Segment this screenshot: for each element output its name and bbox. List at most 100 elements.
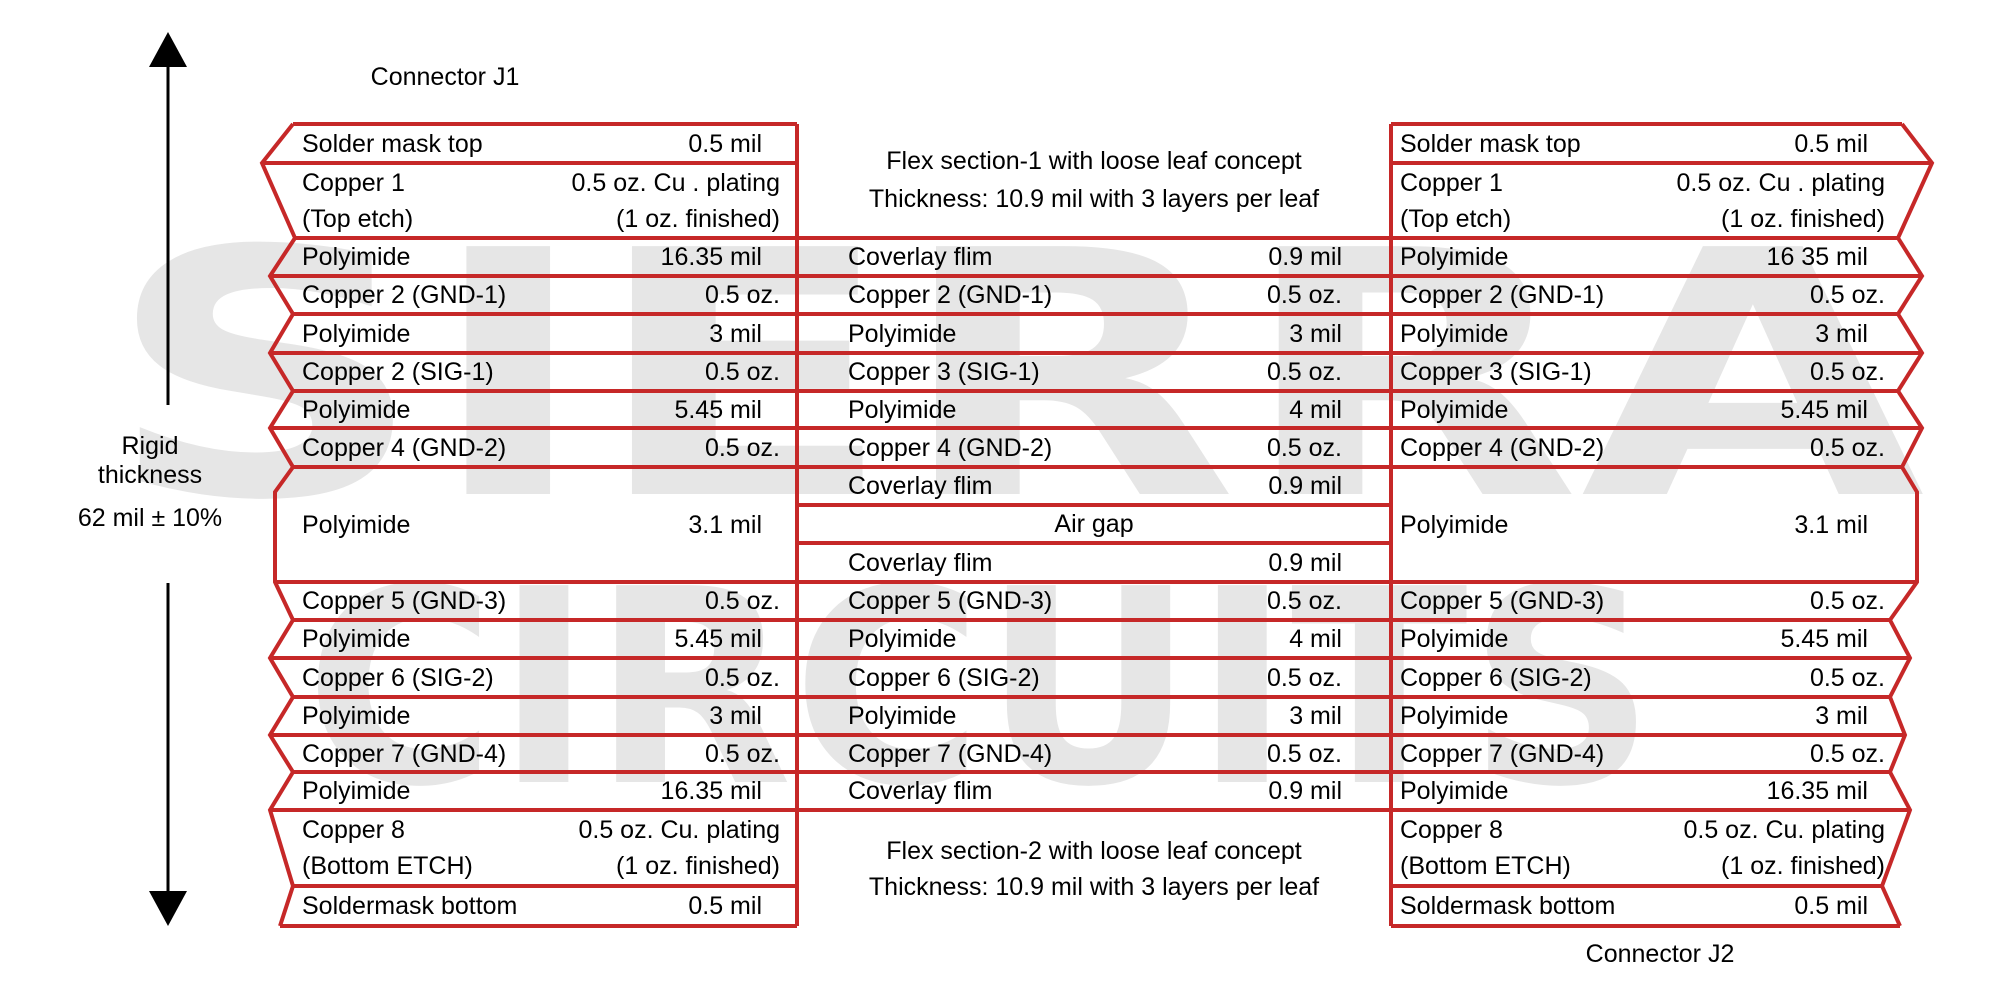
flex-layer-thickness: 0.5 oz. [1266,358,1342,386]
layer-name: Copper 2 (GND-1) [302,281,507,309]
layer-name: Copper 4 (GND-2) [302,433,507,462]
layer-thickness: 0.5 oz. [704,739,780,768]
layer-name: Polyimide [1400,702,1509,730]
layer-thickness: 0.5 oz. Cu . plating [571,168,780,197]
layer-thickness: 0.5 oz. [704,281,780,309]
rigid-thickness-line2: thickness [97,461,203,489]
layer-thickness-detail: (1 oz. finished) [616,204,780,233]
layer-thickness: 5.45 mil [1780,625,1868,653]
layer-name-detail: (Bottom ETCH) [302,852,473,880]
flex-layer-thickness: 3 mil [1289,319,1342,348]
flex-layer-name: Coverlay flim [848,777,993,805]
layer-name: Copper 7 (GND-4) [302,739,507,768]
flex-section-1-thickness: Thickness: 10.9 mil with 3 layers per le… [868,185,1320,213]
flex-layer-thickness: 0.9 mil [1268,472,1342,500]
layer-thickness: 3.1 mil [688,510,762,539]
layer-name: Copper 6 (SIG-2) [302,663,494,692]
flex-layer-name: Copper 4 (GND-2) [848,433,1053,462]
layer-thickness: 0.5 oz. [1809,281,1885,309]
layer-thickness: 0.5 oz. [1809,663,1885,692]
layer-thickness: 3.1 mil [1794,510,1868,539]
layer-name: Polyimide [1400,510,1509,539]
layer-thickness: 5.45 mil [674,625,762,653]
layer-thickness: 16.35 mil [660,243,762,271]
layer-name: Copper 6 (SIG-2) [1400,663,1592,692]
layer-thickness: 0.5 oz. [704,587,780,615]
layer-name: Copper 4 (GND-2) [1400,433,1605,462]
layer-name: Polyimide [302,243,411,271]
flex-layer-thickness: 3 mil [1289,702,1342,730]
layer-name: Solder mask top [1400,129,1581,158]
layer-thickness: 0.5 mil [688,129,762,158]
layer-name: Copper 1 [302,168,405,197]
layer-name-detail: (Top etch) [1400,204,1512,233]
flex-layer-name: Copper 7 (GND-4) [848,739,1053,768]
flex-layer-name: Coverlay flim [848,548,993,577]
rigid-thickness-line1: Rigid [121,432,179,460]
layer-thickness: 0.5 oz. [1809,739,1885,768]
flex-layer-thickness: 0.9 mil [1268,777,1342,805]
flex-layer-name: Copper 5 (GND-3) [848,587,1053,615]
right-zigzag-edge [1879,122,1935,927]
layer-name: Polyimide [302,395,411,424]
watermark-line1: SIERRA [105,179,1928,575]
layer-name: Copper 3 (SIG-1) [1400,358,1592,386]
layer-name: Polyimide [302,702,411,730]
flex-layer-name: Coverlay flim [848,243,993,271]
flex-layer-name: Polyimide [848,625,957,653]
flex-layer-thickness: 0.5 oz. [1266,739,1342,768]
flex-layer-name: Polyimide [848,702,957,730]
layer-thickness: 0.5 oz. [1809,433,1885,462]
layer-thickness: 16.35 mil [1766,777,1868,805]
layer-name: Copper 1 [1400,168,1503,197]
layer-thickness: 0.5 oz. [704,433,780,462]
layer-name: Solder mask top [302,129,483,158]
layer-name: Copper 8 [302,816,405,844]
layer-thickness: 0.5 mil [1794,892,1868,920]
layer-name-detail: (Top etch) [302,204,414,233]
layer-name: Polyimide [1400,625,1509,653]
layer-name: Copper 2 (SIG-1) [302,358,494,386]
layer-name: Polyimide [1400,243,1509,271]
layer-name: Copper 5 (GND-3) [1400,587,1605,615]
flex-layer-name: Polyimide [848,319,957,348]
flex-layer-thickness: 0.9 mil [1268,548,1342,577]
layer-thickness: 3 mil [709,319,762,348]
flex-section-2-title: Flex section-2 with loose leaf concept [886,837,1302,865]
layer-name: Copper 7 (GND-4) [1400,739,1605,768]
layer-thickness: 0.5 oz. [1809,587,1885,615]
layer-name: Polyimide [302,625,411,653]
layer-thickness: 0.5 oz. [704,358,780,386]
layer-thickness: 0.5 oz. Cu. plating [1683,816,1885,844]
connector-j1-label: Connector J1 [370,63,520,91]
layer-name: Polyimide [302,510,411,539]
layer-thickness: 0.5 oz. Cu. plating [578,816,780,844]
layer-thickness: 0.5 mil [1794,129,1868,158]
flex-layer-name: Copper 6 (SIG-2) [848,663,1040,692]
left-zigzag-edge [259,122,298,927]
flex-layer-name: Copper 2 (GND-1) [848,281,1053,309]
arrow-up-icon [149,32,187,67]
layer-name: Soldermask bottom [302,892,518,920]
flex-layer-name: Coverlay flim [848,472,993,500]
layer-thickness: 3 mil [1815,702,1868,730]
flex-layer-name: Copper 3 (SIG-1) [848,358,1040,386]
flex-layer-thickness: 0.5 oz. [1266,433,1342,462]
layer-thickness: 5.45 mil [1780,395,1868,424]
flex-layer-thickness: 0.9 mil [1268,243,1342,271]
layer-thickness: 0.5 oz. [1809,358,1885,386]
layer-thickness: 3 mil [709,702,762,730]
layer-thickness-detail: (1 oz. finished) [1721,852,1885,880]
layer-name: Polyimide [302,777,411,805]
layer-thickness: 16.35 mil [660,777,762,805]
layer-thickness: 0.5 oz. Cu . plating [1676,168,1885,197]
flex-layer-thickness: 0.5 oz. [1266,281,1342,309]
layer-thickness: 5.45 mil [674,395,762,424]
layer-thickness: 3 mil [1815,319,1868,348]
layer-name: Polyimide [1400,319,1509,348]
flex-layer-thickness: 4 mil [1289,395,1342,424]
layer-thickness-detail: (1 oz. finished) [616,852,780,880]
layer-thickness: 0.5 oz. [704,663,780,692]
layer-name: Polyimide [302,319,411,348]
flex-layer-name: Polyimide [848,395,957,424]
